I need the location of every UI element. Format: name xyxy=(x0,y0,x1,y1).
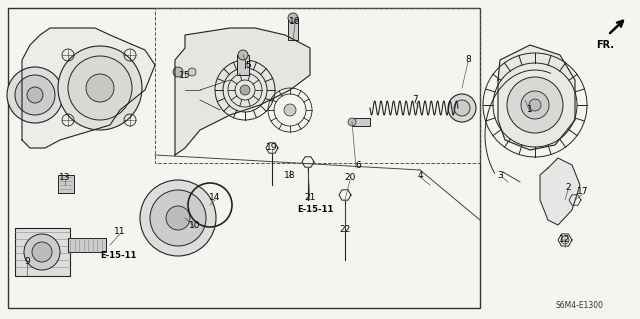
Text: 4: 4 xyxy=(417,170,423,180)
Text: 18: 18 xyxy=(284,170,296,180)
Text: 19: 19 xyxy=(266,144,278,152)
Text: 22: 22 xyxy=(339,226,351,234)
Circle shape xyxy=(68,56,132,120)
Polygon shape xyxy=(540,158,580,225)
Text: S6M4-E1300: S6M4-E1300 xyxy=(556,300,604,309)
Text: 13: 13 xyxy=(60,174,71,182)
Polygon shape xyxy=(498,45,575,150)
Circle shape xyxy=(32,242,52,262)
Circle shape xyxy=(173,67,183,77)
Bar xyxy=(68,238,106,252)
Bar xyxy=(58,175,74,193)
Circle shape xyxy=(140,180,216,256)
Text: E-15-11: E-15-11 xyxy=(100,250,136,259)
Circle shape xyxy=(188,68,196,76)
Text: 20: 20 xyxy=(344,174,356,182)
Text: 12: 12 xyxy=(559,235,571,244)
Circle shape xyxy=(27,87,43,103)
Bar xyxy=(237,55,249,75)
Circle shape xyxy=(166,206,190,230)
Circle shape xyxy=(454,100,470,116)
Circle shape xyxy=(348,118,356,126)
Circle shape xyxy=(240,85,250,95)
Text: 14: 14 xyxy=(209,194,221,203)
Circle shape xyxy=(24,234,60,270)
Text: 9: 9 xyxy=(24,257,30,266)
Text: E-15-11: E-15-11 xyxy=(297,205,333,214)
Text: FR.: FR. xyxy=(596,40,614,50)
Text: 11: 11 xyxy=(115,227,125,236)
Text: 1: 1 xyxy=(527,106,533,115)
Text: 5: 5 xyxy=(245,61,251,70)
Polygon shape xyxy=(22,28,155,148)
Text: 2: 2 xyxy=(565,183,571,192)
Text: 6: 6 xyxy=(355,160,361,169)
Text: 3: 3 xyxy=(497,170,503,180)
Polygon shape xyxy=(175,28,310,155)
Circle shape xyxy=(86,74,114,102)
Text: 10: 10 xyxy=(189,220,201,229)
Text: 15: 15 xyxy=(179,70,191,79)
Circle shape xyxy=(15,75,55,115)
Circle shape xyxy=(238,50,248,60)
Circle shape xyxy=(448,94,476,122)
Circle shape xyxy=(507,77,563,133)
Circle shape xyxy=(521,91,549,119)
Circle shape xyxy=(529,99,541,111)
Bar xyxy=(155,8,480,163)
Bar xyxy=(288,18,298,40)
Text: 8: 8 xyxy=(465,56,471,64)
Circle shape xyxy=(7,67,63,123)
Text: 17: 17 xyxy=(577,188,589,197)
Circle shape xyxy=(288,13,298,23)
Text: 21: 21 xyxy=(304,194,316,203)
Bar xyxy=(8,8,480,308)
Bar xyxy=(352,118,370,126)
Bar xyxy=(15,228,70,276)
Text: 7: 7 xyxy=(412,95,418,105)
Text: 16: 16 xyxy=(289,18,301,26)
Circle shape xyxy=(58,46,142,130)
Circle shape xyxy=(150,190,206,246)
Circle shape xyxy=(284,104,296,116)
